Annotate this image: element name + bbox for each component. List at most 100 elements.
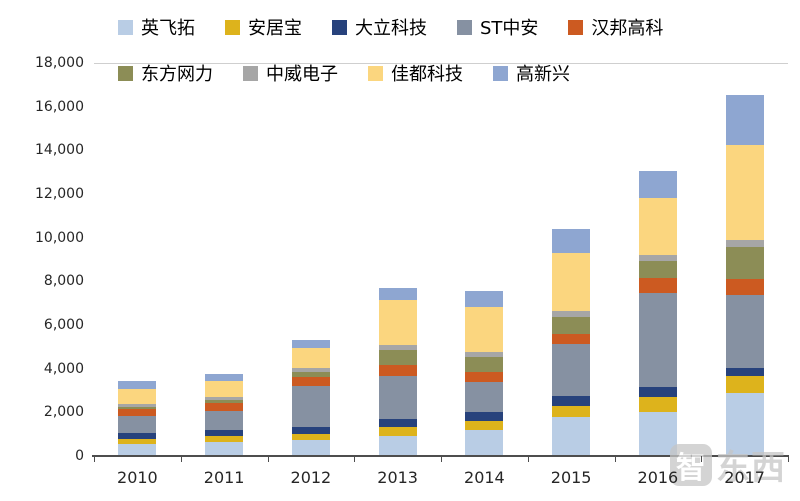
legend-label: 东方网力 — [141, 64, 213, 85]
legend-label: 汉邦高科 — [591, 18, 664, 39]
bar-2016 — [638, 170, 677, 456]
bar-2014 — [465, 291, 504, 456]
bar-segment — [725, 367, 764, 377]
x-axis-tick — [527, 456, 529, 462]
bar-segment — [638, 255, 677, 262]
legend-swatch — [493, 65, 508, 81]
legend-label: ST中安 — [480, 18, 539, 39]
bar-segment — [638, 197, 677, 256]
bar-segment — [291, 348, 330, 369]
bar-segment — [552, 344, 591, 396]
bar-segment — [465, 430, 504, 456]
bar-segment — [118, 432, 157, 439]
bar-segment — [465, 352, 504, 358]
bar-segment — [378, 365, 417, 376]
x-axis-tick — [788, 456, 789, 462]
bar-segment — [465, 382, 504, 413]
bar-segment — [725, 145, 764, 241]
legend-swatch — [243, 65, 258, 81]
bar-segment — [118, 408, 157, 416]
legend-item: 汉邦高科 — [568, 14, 663, 40]
bar-segment — [725, 246, 764, 280]
x-tick-label: 2016 — [637, 468, 679, 487]
watermark-text: 东西 — [716, 448, 786, 488]
bar-segment — [638, 397, 677, 413]
bar-segment — [205, 399, 244, 403]
bar-segment — [552, 416, 591, 456]
legend-item: 英飞拓 — [118, 14, 195, 40]
bar-segment — [291, 340, 330, 349]
x-tick-label: 2014 — [464, 468, 505, 487]
y-tick-label: 4,000 — [43, 360, 84, 377]
y-tick-label: 16,000 — [35, 98, 84, 115]
legend-item: 佳都科技 — [368, 60, 463, 86]
legend-item: 安居宝 — [225, 14, 302, 40]
legend-label: 英飞拓 — [141, 18, 195, 39]
legend-item: 大立科技 — [332, 14, 427, 40]
y-tick-label: 18,000 — [35, 55, 84, 71]
legend-item: 东方网力 — [118, 60, 213, 86]
bar-segment — [378, 349, 417, 365]
bar-segment — [291, 440, 330, 456]
y-tick-label: 12,000 — [35, 186, 84, 202]
x-tick-label: 2017 — [724, 468, 765, 487]
bar-segment — [552, 316, 591, 334]
bar-segment — [205, 430, 244, 437]
y-tick-label: 8,000 — [43, 273, 84, 290]
x-axis-tick — [354, 456, 356, 462]
legend-label: 安居宝 — [248, 18, 302, 39]
bar-segment — [552, 334, 591, 345]
legend-label: 佳都科技 — [391, 64, 463, 85]
bar-2013 — [378, 287, 417, 456]
bar-segment — [118, 415, 157, 433]
chart-legend: 英飞拓 安居宝 大立科技 ST中安 汉邦高科东方网力 中威电子 佳都科技 高新兴 — [118, 14, 693, 106]
bar-segment — [378, 435, 417, 456]
legend-row: 东方网力 中威电子 佳都科技 高新兴 — [118, 60, 693, 86]
bar-segment — [378, 299, 417, 345]
bar-segment — [552, 406, 591, 417]
bar-segment — [725, 279, 764, 295]
legend-swatch — [457, 19, 472, 35]
bar-segment — [465, 291, 504, 308]
bar-segment — [638, 261, 677, 279]
bar-segment — [465, 357, 504, 373]
x-tick-label: 2013 — [377, 468, 418, 487]
bar-segment — [378, 418, 417, 427]
plot-area — [94, 63, 788, 456]
bar-segment — [552, 311, 591, 317]
bar-segment — [725, 94, 764, 146]
bar-segment — [378, 375, 417, 419]
bar-segment — [638, 278, 677, 294]
bar-segment — [205, 380, 244, 397]
bar-segment — [118, 403, 157, 408]
bar-segment — [118, 438, 157, 444]
x-axis-tick — [180, 456, 182, 462]
x-axis-tick — [614, 456, 616, 462]
bar-segment — [291, 368, 330, 373]
legend-item: ST中安 — [457, 14, 538, 40]
bar-segment — [291, 372, 330, 378]
legend-swatch — [118, 19, 133, 35]
bar-segment — [725, 392, 764, 456]
y-tick-label: 2,000 — [43, 404, 84, 421]
bar-segment — [725, 294, 764, 368]
bar-segment — [465, 412, 504, 422]
legend-swatch — [332, 19, 347, 35]
x-tick-label: 2011 — [203, 468, 245, 487]
bar-segment — [205, 373, 244, 381]
bar-segment — [118, 407, 157, 409]
y-tick-label: 6,000 — [43, 317, 84, 333]
x-axis-tick — [267, 456, 269, 462]
bar-segment — [725, 240, 764, 247]
legend-swatch — [225, 19, 240, 35]
bar-segment — [205, 411, 244, 431]
legend-swatch — [568, 19, 584, 35]
bar-segment — [118, 380, 157, 389]
bar-segment — [725, 376, 764, 393]
legend-label: 高新兴 — [516, 64, 570, 85]
x-axis-tick — [701, 456, 703, 462]
bar-segment — [465, 421, 504, 431]
legend-swatch — [368, 65, 383, 81]
legend-label: 中威电子 — [266, 64, 338, 85]
